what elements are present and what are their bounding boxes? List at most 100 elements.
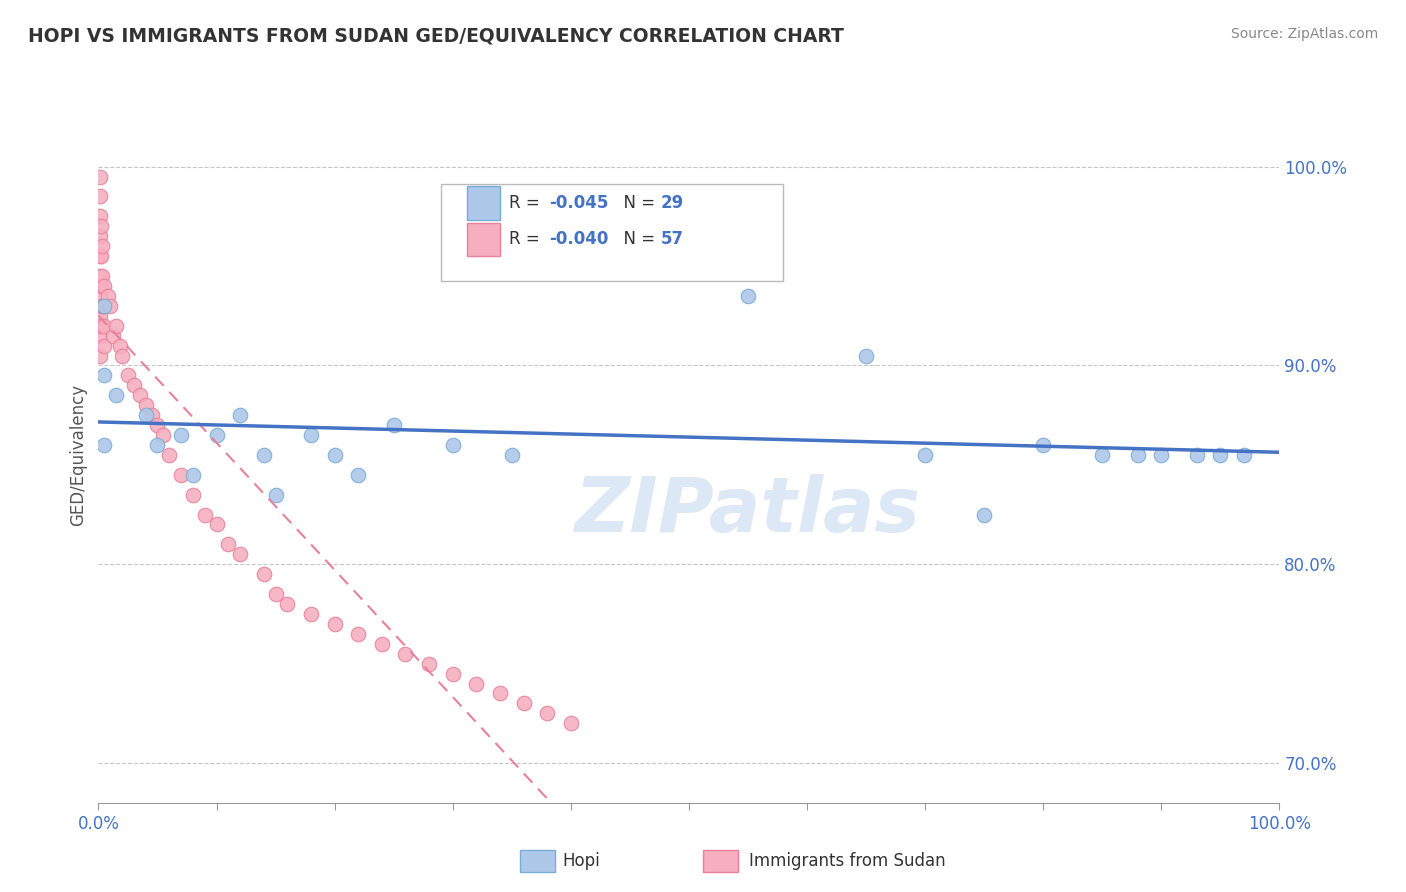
Point [1209, 448, 1232, 462]
Point [229, 408, 252, 422]
Text: Immigrants from Sudan: Immigrants from Sudan [749, 852, 946, 870]
Y-axis label: GED/Equivalency: GED/Equivalency [69, 384, 87, 526]
Point [347, 627, 370, 641]
Point [205, 517, 228, 532]
Point [90, 279, 112, 293]
Point [93, 299, 115, 313]
Point [89, 309, 111, 323]
Point [181, 467, 204, 482]
Point [489, 686, 512, 700]
Point [323, 616, 346, 631]
Point [264, 488, 287, 502]
Point [382, 418, 405, 433]
Point [91, 299, 114, 313]
Point [914, 448, 936, 462]
Text: N =: N = [613, 230, 661, 248]
Point [91, 268, 114, 283]
Point [101, 328, 124, 343]
Text: Hopi: Hopi [562, 852, 600, 870]
Point [170, 428, 193, 442]
Point [441, 666, 464, 681]
Text: -0.040: -0.040 [550, 230, 609, 248]
Point [105, 318, 128, 333]
Point [93, 318, 115, 333]
Point [737, 289, 759, 303]
Point [128, 388, 150, 402]
Point [97, 289, 120, 303]
Point [323, 448, 346, 462]
Point [146, 438, 169, 452]
Point [108, 338, 131, 352]
Point [111, 349, 134, 363]
Point [512, 697, 534, 711]
Point [141, 408, 163, 422]
Point [89, 328, 111, 343]
Point [1150, 448, 1173, 462]
Point [91, 239, 114, 253]
Point [170, 467, 193, 482]
Point [93, 279, 115, 293]
Text: 29: 29 [661, 194, 683, 212]
Point [441, 438, 464, 452]
Point [205, 428, 228, 442]
Point [371, 637, 394, 651]
Point [536, 706, 558, 721]
Point [89, 249, 111, 263]
Point [973, 508, 995, 522]
Point [253, 448, 276, 462]
Point [217, 537, 239, 551]
Point [93, 299, 115, 313]
Text: 57: 57 [661, 230, 683, 248]
Point [135, 408, 157, 422]
Point [264, 587, 287, 601]
Text: Source: ZipAtlas.com: Source: ZipAtlas.com [1230, 27, 1378, 41]
Point [1126, 448, 1149, 462]
Point [1233, 448, 1256, 462]
Text: -0.045: -0.045 [550, 194, 609, 212]
FancyBboxPatch shape [467, 186, 501, 219]
Point [465, 676, 488, 690]
Point [93, 368, 115, 383]
Point [152, 428, 174, 442]
Text: R =: R = [509, 230, 546, 248]
Point [90, 219, 112, 234]
Point [253, 567, 276, 582]
Point [157, 448, 180, 462]
Point [299, 607, 322, 621]
Point [89, 189, 111, 203]
Point [89, 268, 111, 283]
Point [93, 338, 115, 352]
Text: N =: N = [613, 194, 661, 212]
Point [181, 488, 204, 502]
Point [1185, 448, 1208, 462]
Point [276, 597, 298, 611]
Point [89, 229, 111, 244]
Point [194, 508, 217, 522]
Point [229, 547, 252, 561]
Point [117, 368, 139, 383]
Point [98, 299, 121, 313]
Point [135, 398, 157, 412]
Point [89, 349, 111, 363]
Point [105, 388, 128, 402]
Point [90, 318, 112, 333]
Text: R =: R = [509, 194, 546, 212]
FancyBboxPatch shape [441, 184, 783, 281]
Point [90, 299, 112, 313]
Point [560, 716, 582, 731]
FancyBboxPatch shape [467, 222, 501, 256]
Point [855, 349, 877, 363]
Point [394, 647, 416, 661]
Point [418, 657, 440, 671]
Point [347, 467, 370, 482]
Point [90, 249, 112, 263]
Point [501, 448, 523, 462]
Point [1091, 448, 1114, 462]
Point [146, 418, 169, 433]
Text: HOPI VS IMMIGRANTS FROM SUDAN GED/EQUIVALENCY CORRELATION CHART: HOPI VS IMMIGRANTS FROM SUDAN GED/EQUIVA… [28, 27, 844, 45]
Point [89, 210, 111, 224]
Point [1032, 438, 1054, 452]
Text: ZIPatlas: ZIPatlas [575, 474, 921, 548]
Point [299, 428, 322, 442]
Point [89, 169, 111, 184]
